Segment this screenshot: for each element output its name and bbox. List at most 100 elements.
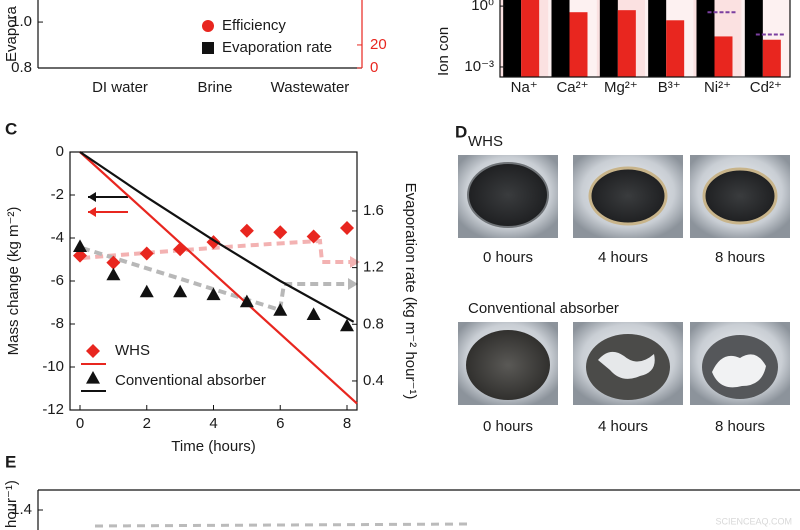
bar bbox=[696, 0, 715, 77]
bar bbox=[569, 12, 588, 77]
y2-tick-label: 1.6 bbox=[363, 202, 384, 219]
y2-axis-label: Evaporation rate (kg m⁻² hour⁻¹) bbox=[402, 183, 419, 400]
arrow-head bbox=[350, 256, 360, 268]
bar bbox=[599, 0, 618, 77]
legend-label: WHS bbox=[115, 342, 150, 359]
frame bbox=[499, 0, 791, 78]
photo-caption: 8 hours bbox=[715, 249, 765, 266]
y-tick-label: -2 bbox=[51, 186, 64, 203]
y-axis-label: Evapora bbox=[3, 5, 20, 62]
y-tick-label: -4 bbox=[51, 229, 64, 246]
x-tick-label: 4 bbox=[209, 415, 217, 432]
photo-group-title: WHS bbox=[468, 133, 503, 150]
photo-caption: 4 hours bbox=[598, 249, 648, 266]
arrow-head bbox=[88, 207, 96, 217]
marker bbox=[239, 223, 254, 238]
x-tick-label: Ca²⁺ bbox=[556, 79, 588, 96]
marker bbox=[306, 307, 321, 320]
legend-label: Efficiency bbox=[222, 17, 286, 34]
marker bbox=[139, 284, 154, 298]
salt-crust bbox=[712, 354, 766, 388]
y2-tick-label: 20 bbox=[370, 36, 387, 53]
marker bbox=[273, 225, 288, 240]
marker bbox=[239, 294, 254, 308]
photo-caption: 0 hours bbox=[483, 249, 533, 266]
photo-sample bbox=[702, 167, 778, 225]
panel-label: C bbox=[5, 119, 17, 138]
bar bbox=[666, 20, 685, 77]
panel-d: D WHS 0 hours 4 hours 8 hours Convention… bbox=[455, 122, 790, 435]
marker bbox=[206, 287, 221, 301]
marker bbox=[173, 284, 188, 298]
x-tick-label: 0 bbox=[76, 415, 84, 432]
y-tick-label: 1.0 bbox=[11, 13, 32, 30]
legend-label: Conventional absorber bbox=[115, 372, 266, 389]
marker bbox=[106, 255, 121, 270]
marker bbox=[139, 246, 154, 261]
y-tick-label: 0.8 bbox=[11, 59, 32, 76]
bar bbox=[617, 10, 636, 77]
x-tick-label: Brine bbox=[197, 79, 232, 96]
marker bbox=[339, 318, 354, 332]
x-tick-label: Mg²⁺ bbox=[604, 79, 638, 96]
x-tick-label: 6 bbox=[276, 415, 284, 432]
marker bbox=[106, 267, 121, 281]
legend-label: Evaporation rate bbox=[222, 39, 332, 56]
marker bbox=[173, 242, 188, 257]
photo-sample bbox=[466, 330, 550, 400]
x-axis-label: Time (hours) bbox=[171, 438, 255, 455]
marker bbox=[339, 220, 354, 235]
x-tick-label: Na⁺ bbox=[511, 79, 538, 96]
legend-marker bbox=[86, 344, 100, 358]
legend-marker bbox=[202, 42, 214, 54]
y-tick-label: -6 bbox=[51, 272, 64, 289]
legend-marker bbox=[86, 371, 100, 384]
photo-sample bbox=[467, 162, 549, 228]
y2-tick-label: 0 bbox=[370, 59, 378, 76]
x-tick-label: B³⁺ bbox=[658, 79, 681, 96]
mass-line bbox=[79, 151, 355, 323]
panel-c-arrows bbox=[81, 192, 360, 313]
photo-group-title: Conventional absorber bbox=[468, 300, 619, 317]
y-axis-label: hour⁻¹) bbox=[3, 480, 20, 528]
photo-caption: 4 hours bbox=[598, 418, 648, 435]
bar bbox=[648, 0, 667, 77]
y2-tick-label: 1.2 bbox=[363, 259, 384, 276]
photo-sample bbox=[588, 166, 668, 226]
y-axis-label: Ion con bbox=[435, 27, 452, 76]
y-tick-label: -12 bbox=[42, 401, 64, 418]
arrow-head bbox=[348, 278, 358, 290]
bar bbox=[521, 0, 540, 77]
marker bbox=[273, 303, 288, 316]
marker bbox=[73, 248, 88, 263]
mass-line bbox=[79, 151, 358, 405]
x-tick-label: Cd²⁺ bbox=[750, 79, 782, 96]
y-axis-label: Mass change (kg m⁻²) bbox=[5, 207, 22, 356]
trend-arrow bbox=[81, 238, 360, 264]
x-tick-label: Wastewater bbox=[271, 79, 350, 96]
marker bbox=[306, 229, 321, 244]
photo-caption: 8 hours bbox=[715, 418, 765, 435]
marker bbox=[73, 239, 88, 252]
y-tick-label: 0 bbox=[56, 143, 64, 160]
bar bbox=[744, 0, 763, 77]
x-tick-label: DI water bbox=[92, 79, 148, 96]
y-tick-label: 1.4 bbox=[11, 501, 32, 518]
photo-caption: 0 hours bbox=[483, 418, 533, 435]
bar bbox=[762, 39, 781, 77]
trend-arrow bbox=[81, 246, 350, 313]
trend-line bbox=[94, 522, 471, 528]
x-tick-label: 2 bbox=[143, 415, 151, 432]
bar bbox=[714, 36, 733, 77]
x-tick-label: 8 bbox=[343, 415, 351, 432]
watermark: SCIENCEAQ.COM bbox=[715, 516, 792, 526]
salt-crust bbox=[598, 351, 655, 379]
y-tick-label: 10⁰ bbox=[471, 0, 494, 14]
plot-area bbox=[500, 0, 790, 77]
y-tick-label: -8 bbox=[51, 315, 64, 332]
y2-tick-label: 0.8 bbox=[363, 315, 384, 332]
arrow-head bbox=[88, 192, 96, 202]
legend-marker bbox=[202, 20, 214, 32]
